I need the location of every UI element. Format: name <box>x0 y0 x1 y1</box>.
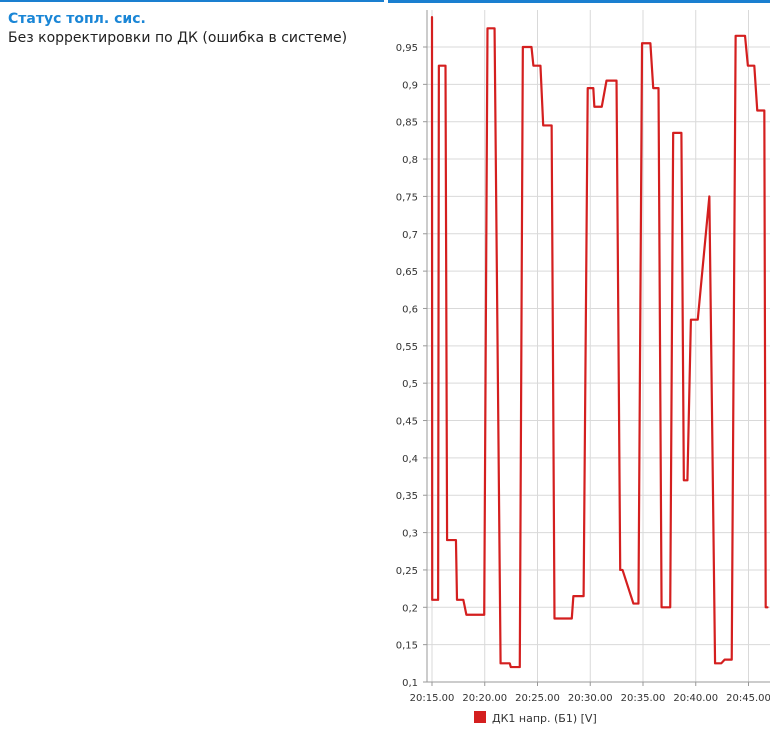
x-tick-label: 20:15.00 <box>410 693 455 704</box>
x-tick-label: 20:35.00 <box>621 693 666 704</box>
y-tick-label: 0,9 <box>402 80 418 91</box>
y-tick-label: 0,15 <box>396 641 418 652</box>
y-tick-label: 0,25 <box>396 566 418 577</box>
series-line <box>430 16 769 669</box>
y-tick-label: 0,8 <box>402 155 418 166</box>
y-tick-label: 0,5 <box>402 379 418 390</box>
x-tick-label: 20:20.00 <box>462 693 507 704</box>
y-tick-label: 0,95 <box>396 43 418 54</box>
y-tick-label: 0,75 <box>396 192 418 203</box>
y-tick-label: 0,6 <box>402 304 418 315</box>
y-tick-label: 0,7 <box>402 230 418 241</box>
legend-label: ДК1 напр. (Б1) [V] <box>492 712 597 725</box>
y-tick-label: 0,35 <box>396 491 418 502</box>
status-title: Статус топл. сис. <box>8 11 146 27</box>
fuel-system-status-panel: Статус топл. сис. Без корректировки по Д… <box>8 10 378 48</box>
axis-layer: 0,1 0,15 0,2 0,25 0,3 0,35 0,4 0,45 0,5 0,55 0,6 0,… <box>396 10 770 704</box>
y-tick-label: 0,1 <box>402 678 418 689</box>
y-tick-label: 0,3 <box>402 529 418 540</box>
x-tick-label: 20:25.00 <box>515 693 560 704</box>
y-tick-label: 0,2 <box>402 603 418 614</box>
y-tick-label: 0,65 <box>396 267 418 278</box>
y-tick-label: 0,4 <box>402 454 418 465</box>
right-panel-top-border <box>388 0 770 3</box>
legend-swatch <box>474 711 486 723</box>
left-panel-top-border <box>0 0 384 2</box>
series-layer <box>430 16 769 669</box>
grid-layer <box>427 10 770 683</box>
line-chart[interactable]: 0,1 0,15 0,2 0,25 0,3 0,35 0,4 0,45 0,5 0,55 0,6 0,… <box>388 0 770 742</box>
status-value: Без корректировки по ДК (ошибка в систем… <box>8 30 348 46</box>
y-tick-label: 0,55 <box>396 342 418 353</box>
x-tick-label: 20:40.00 <box>673 693 718 704</box>
x-tick-label: 20:30.00 <box>568 693 613 704</box>
y-tick-label: 0,85 <box>396 118 418 129</box>
y-tick-label: 0,45 <box>396 417 418 428</box>
chart-panel[interactable]: 0,1 0,15 0,2 0,25 0,3 0,35 0,4 0,45 0,5 0,55 0,6 0,… <box>388 0 770 742</box>
x-tick-label: 20:45.00 <box>726 693 770 704</box>
legend-layer: ДК1 напр. (Б1) [V] <box>474 711 597 725</box>
